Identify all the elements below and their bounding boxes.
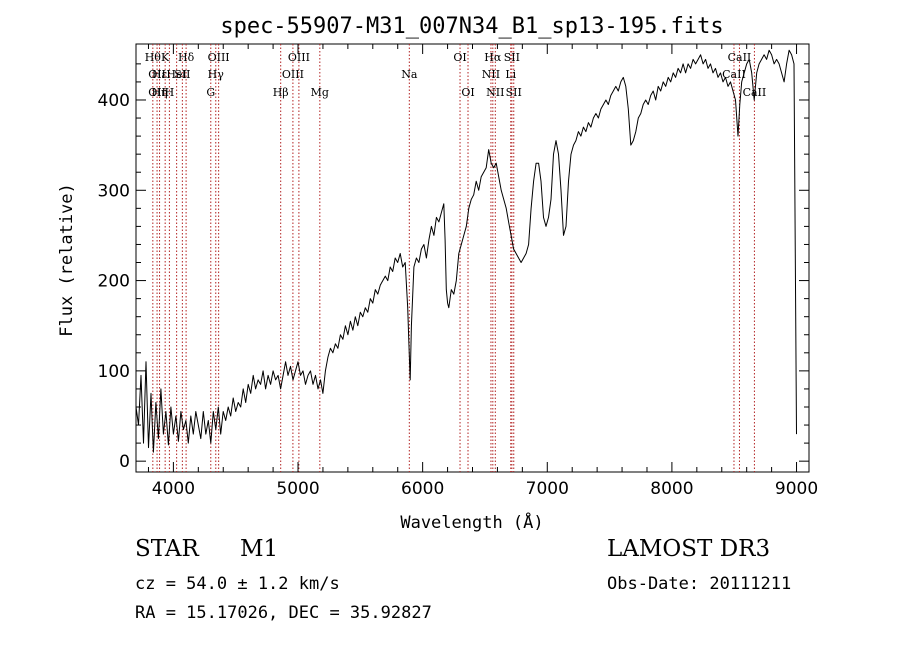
y-tick-label: 300: [98, 181, 130, 201]
line-marker-label: OI: [461, 86, 474, 99]
line-marker-label: Li: [505, 68, 516, 81]
line-marker-label: Na: [401, 68, 418, 81]
obs-date-label: Obs-Date: 20111211: [607, 574, 792, 594]
line-marker-label: SII: [174, 68, 190, 81]
line-marker-label: NII: [486, 86, 504, 99]
x-axis-ticks: 4000 5000 6000 7000 8000 9000: [147, 44, 818, 499]
line-marker-label: Hη: [151, 86, 167, 99]
line-marker-label: NII: [482, 68, 500, 81]
line-marker-label: H: [165, 86, 175, 99]
x-axis-label: Wavelength (Å): [400, 511, 543, 533]
y-tick-label: 100: [98, 362, 130, 382]
chart-title: spec-55907-M31_007N34_B1_sp13-195.fits: [220, 14, 723, 39]
object-class-label: M1: [240, 536, 279, 562]
y-axis-label: Flux (relative): [57, 183, 77, 337]
x-tick-label: 9000: [775, 479, 818, 499]
line-marker-label: G: [206, 86, 215, 99]
line-marker-label: Hβ: [273, 86, 289, 99]
radec-label: RA = 15.17026, DEC = 35.92827: [135, 603, 432, 623]
object-type-label: STAR: [135, 536, 199, 562]
line-marker-label: Hα: [484, 51, 502, 64]
line-marker-label: Hγ: [208, 68, 225, 81]
y-tick-label: 200: [98, 272, 130, 292]
line-marker-label: Mg: [311, 86, 329, 99]
y-tick-label: 0: [119, 452, 130, 472]
line-marker-label: OIII: [208, 51, 230, 64]
line-marker-label: OII: [148, 86, 166, 99]
survey-label: LAMOST DR3: [607, 536, 771, 562]
y-axis-ticks: 0 100 200 300 400: [98, 63, 809, 472]
line-marker-label: SII: [506, 86, 522, 99]
line-marker-label: CaII: [722, 68, 746, 81]
spectral-line-markers: [152, 44, 755, 472]
line-marker-label: OII: [148, 68, 166, 81]
spectrum-line: [135, 49, 797, 453]
x-tick-label: 4000: [152, 479, 195, 499]
line-marker-label: Hδ: [178, 51, 195, 64]
line-marker-label: SII: [504, 51, 520, 64]
y-tick-label: 400: [98, 91, 130, 111]
line-marker-label: K: [161, 51, 170, 64]
x-tick-label: 7000: [526, 479, 569, 499]
x-tick-label: 5000: [276, 479, 319, 499]
line-marker-label: OIII: [282, 68, 304, 81]
line-marker-label: Hε: [152, 68, 168, 81]
line-marker-label: OI: [453, 51, 466, 64]
line-marker-label: Hθ: [145, 51, 162, 64]
spectral-line-labels: HθOIIOIIHεHηKHHeISIIHδGHγOIIIHβOIIIOIIIM…: [145, 51, 767, 99]
spectrum-series: [135, 49, 797, 453]
x-tick-label: 8000: [650, 479, 693, 499]
line-marker-label: CaII: [728, 51, 752, 64]
x-tick-label: 6000: [401, 479, 444, 499]
redshift-label: cz = 54.0 ± 1.2 km/s: [135, 574, 340, 594]
line-marker-label: HeI: [166, 68, 186, 81]
line-marker-label: OIII: [288, 51, 310, 64]
